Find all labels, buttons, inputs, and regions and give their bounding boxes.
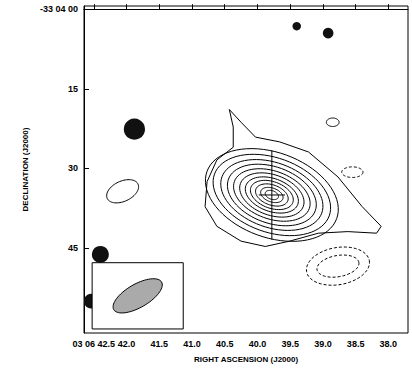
svg-text:39.5: 39.5 (281, 339, 299, 349)
svg-text:-33 04 00: -33 04 00 (40, 4, 78, 14)
svg-text:41.5: 41.5 (151, 339, 169, 349)
svg-text:03 06 42.5: 03 06 42.5 (73, 339, 116, 349)
svg-text:45: 45 (68, 243, 78, 253)
svg-text:DECLINATION (J2000): DECLINATION (J2000) (21, 127, 30, 211)
svg-text:30: 30 (68, 163, 78, 173)
svg-text:38.5: 38.5 (347, 339, 365, 349)
svg-text:15: 15 (68, 84, 78, 94)
svg-text:RIGHT ASCENSION (J2000): RIGHT ASCENSION (J2000) (194, 355, 299, 364)
svg-text:40.5: 40.5 (216, 339, 234, 349)
svg-text:40.0: 40.0 (249, 339, 267, 349)
svg-text:39.0: 39.0 (314, 339, 332, 349)
svg-text:41.0: 41.0 (183, 339, 201, 349)
svg-text:38.0: 38.0 (380, 339, 398, 349)
svg-text:42.0: 42.0 (118, 339, 136, 349)
